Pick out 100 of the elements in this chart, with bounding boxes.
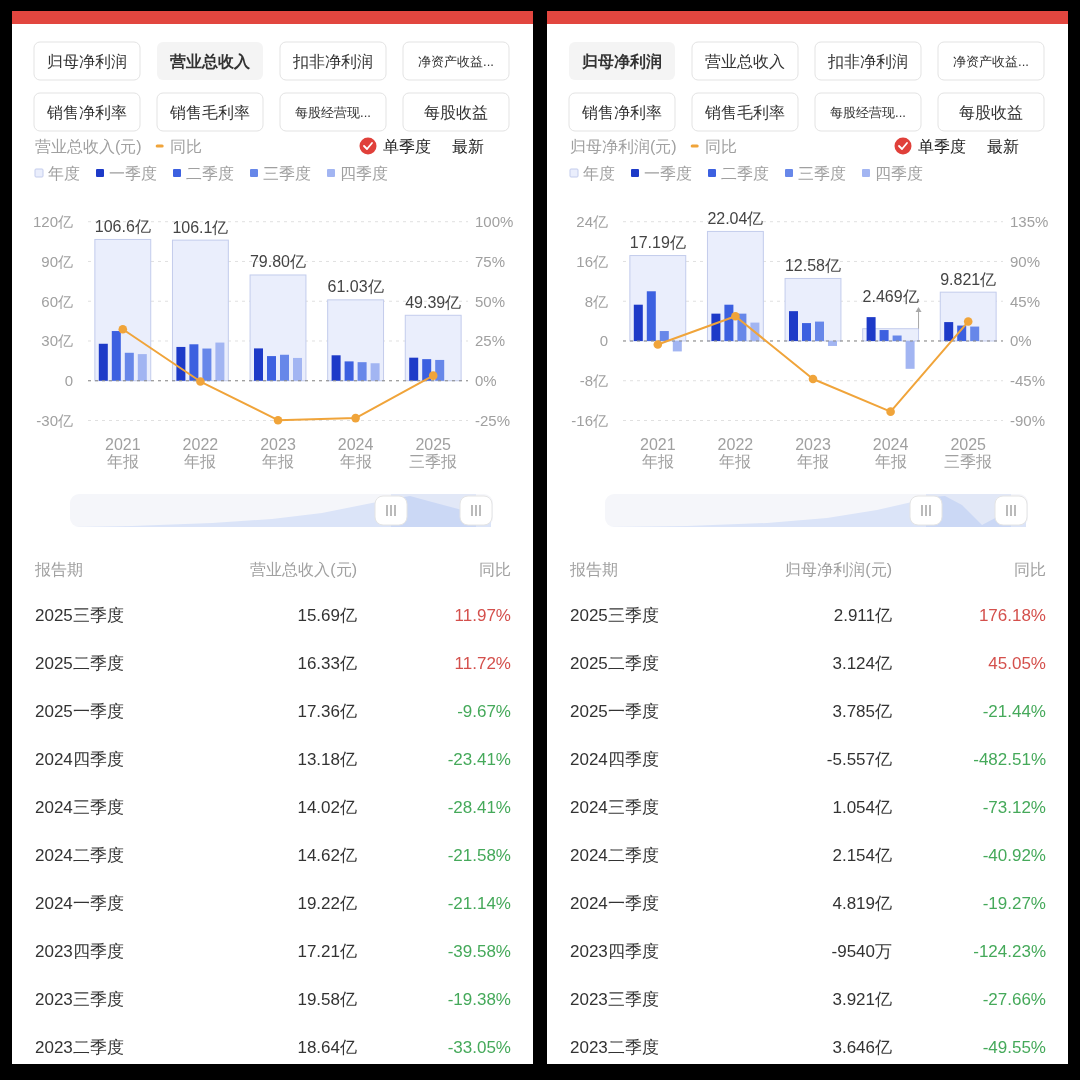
category-label: 2023二季度 — [35, 1037, 124, 1057]
bar — [202, 348, 212, 381]
x-tick-label: 2025 三季报 — [409, 435, 458, 470]
data-label: 61.03亿 — [327, 278, 384, 296]
y-axis-title: 营业总收入(元) — [35, 137, 142, 155]
legend-label: 一季度 — [644, 164, 692, 182]
y2-tick-label: 25% — [475, 332, 506, 350]
x-tick-label: 2025 三季报 — [944, 435, 993, 470]
data-label: -27.66% — [982, 989, 1046, 1009]
text: 营业总收入(元) — [250, 560, 357, 578]
legend-label: 同比 — [704, 137, 737, 155]
y-tick-label: 0 — [64, 372, 73, 390]
data-label: 176.18% — [978, 605, 1046, 625]
x-tick-label: 2023 年报 — [260, 435, 296, 470]
point — [351, 413, 360, 423]
y2-tick-label: 100% — [475, 213, 514, 231]
data-label: 12.58亿 — [784, 256, 842, 274]
data-label: 22.04亿 — [707, 209, 764, 227]
bar — [724, 304, 734, 341]
category-label: 2024四季度 — [35, 749, 124, 769]
category-label: 2024三季度 — [35, 797, 124, 817]
category-label: 2024二季度 — [570, 845, 659, 865]
data-label: 2.469亿 — [862, 287, 919, 305]
legend-label: 同比 — [169, 137, 202, 155]
category-label: 净资产收益... — [953, 53, 1029, 69]
data-label: 4.819亿 — [832, 893, 892, 913]
category-label: 2025一季度 — [35, 701, 124, 721]
y2-tick-label: -45% — [1010, 372, 1046, 390]
legend-label: 年度 — [583, 164, 615, 182]
data-label: 1.054亿 — [832, 797, 892, 817]
data-label: 11.72% — [454, 653, 511, 673]
bar — [124, 352, 134, 381]
data-label: -21.44% — [982, 701, 1046, 721]
bar — [435, 359, 445, 381]
x-tick-label: 2021 年报 — [105, 435, 141, 470]
category-label: 营业总收入 — [169, 52, 251, 70]
category-label: 每股经营现... — [830, 104, 906, 120]
data-label: 14.02亿 — [297, 797, 357, 817]
bar — [789, 311, 798, 341]
data-label: -73.12% — [982, 797, 1046, 817]
y2-tick-label: 90% — [1010, 252, 1041, 270]
y2-tick-label: 0% — [1010, 332, 1032, 350]
y2-tick-label: 75% — [475, 252, 506, 270]
bar — [879, 330, 889, 341]
x-tick-label: 2022 年报 — [717, 435, 754, 470]
x-tick-label: 2022 年报 — [182, 435, 219, 470]
point — [808, 374, 818, 384]
data-label: -49.55% — [982, 1037, 1046, 1057]
text: 报告期 — [34, 560, 83, 578]
data-label: -19.27% — [982, 893, 1046, 913]
data-label: 106.6亿 — [94, 217, 151, 235]
bar — [970, 326, 980, 341]
y-tick-label: 0 — [599, 332, 608, 350]
bar — [293, 357, 302, 381]
y-tick-label: -8亿 — [579, 372, 608, 390]
point — [886, 407, 895, 416]
bar — [189, 344, 199, 381]
data-label: 3.921亿 — [832, 989, 892, 1009]
data-label: -39.58% — [447, 941, 511, 961]
category-label: 2024四季度 — [570, 749, 659, 769]
point — [731, 311, 740, 321]
category-label: 销售毛利率 — [704, 103, 785, 121]
data-label: 45.05% — [988, 653, 1046, 673]
bar — [802, 323, 811, 341]
x-tick-label: 2024 年报 — [872, 435, 909, 470]
category-label: 归母净利润 — [581, 52, 662, 70]
data-label: 11.97% — [454, 605, 511, 625]
category-label: 2025三季度 — [570, 605, 659, 625]
text: 最新 — [452, 137, 484, 155]
data-label: -33.05% — [447, 1037, 511, 1057]
bar — [111, 331, 121, 381]
bar — [815, 321, 824, 341]
data-label: 17.19亿 — [629, 234, 686, 252]
text: 单季度 — [383, 137, 431, 155]
bar — [905, 340, 915, 369]
data-label: 3.646亿 — [832, 1037, 892, 1057]
bar — [866, 317, 876, 341]
data-label: 3.124亿 — [832, 653, 892, 673]
text: 单季度 — [918, 137, 966, 155]
bar — [267, 356, 276, 381]
y-tick-label: 120亿 — [32, 213, 73, 231]
data-label: -40.92% — [982, 845, 1046, 865]
bar — [254, 348, 263, 381]
data-label: -28.41% — [447, 797, 511, 817]
legend-label: 三季度 — [798, 164, 846, 182]
point — [653, 340, 663, 349]
point — [963, 317, 973, 326]
bar — [711, 313, 721, 341]
category-label: 净资产收益... — [418, 53, 494, 69]
data-label: -19.38% — [447, 989, 511, 1009]
text: 同比 — [479, 560, 511, 578]
category-label: 2024一季度 — [35, 893, 124, 913]
y2-tick-label: -25% — [475, 412, 511, 429]
data-label: -5.557亿 — [826, 749, 892, 769]
text: 归母净利润(元) — [785, 560, 892, 578]
data-label: -482.51% — [973, 749, 1046, 769]
bar — [344, 361, 354, 381]
category-label: 2024三季度 — [570, 797, 659, 817]
y-tick-label: 90亿 — [41, 252, 73, 270]
bar — [137, 354, 147, 381]
